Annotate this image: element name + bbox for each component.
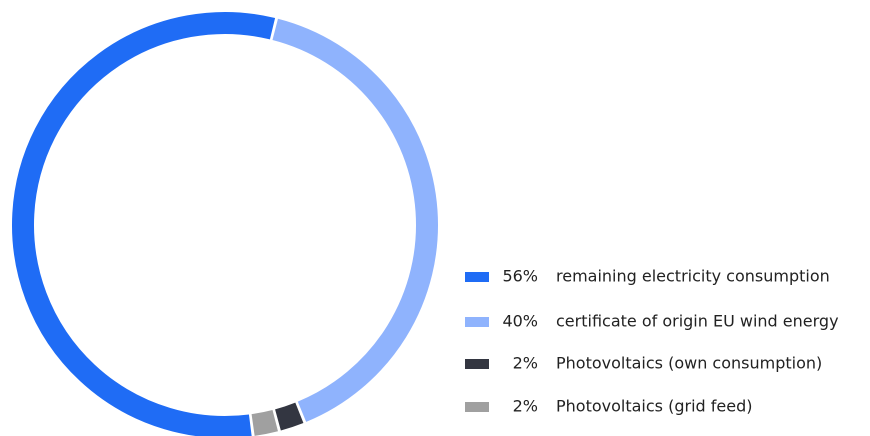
donut-segment: [12, 12, 276, 436]
legend-label: Photovoltaics (grid feed): [556, 397, 752, 416]
legend-value: 40%: [502, 312, 538, 331]
donut-segment: [274, 402, 304, 431]
legend-label: remaining electricity consumption: [556, 267, 830, 286]
legend-value: 56%: [502, 267, 538, 286]
legend-label: certificate of origin EU wind energy: [556, 312, 839, 331]
legend-swatch: [465, 272, 489, 282]
legend-swatch: [465, 359, 489, 369]
donut-segment: [272, 18, 438, 422]
legend-label: Photovoltaics (own consumption): [556, 354, 822, 373]
legend-swatch: [465, 317, 489, 327]
legend-swatch: [465, 402, 489, 412]
legend-value: 2%: [513, 354, 538, 373]
donut-segment: [251, 409, 278, 436]
legend-value: 2%: [513, 397, 538, 416]
